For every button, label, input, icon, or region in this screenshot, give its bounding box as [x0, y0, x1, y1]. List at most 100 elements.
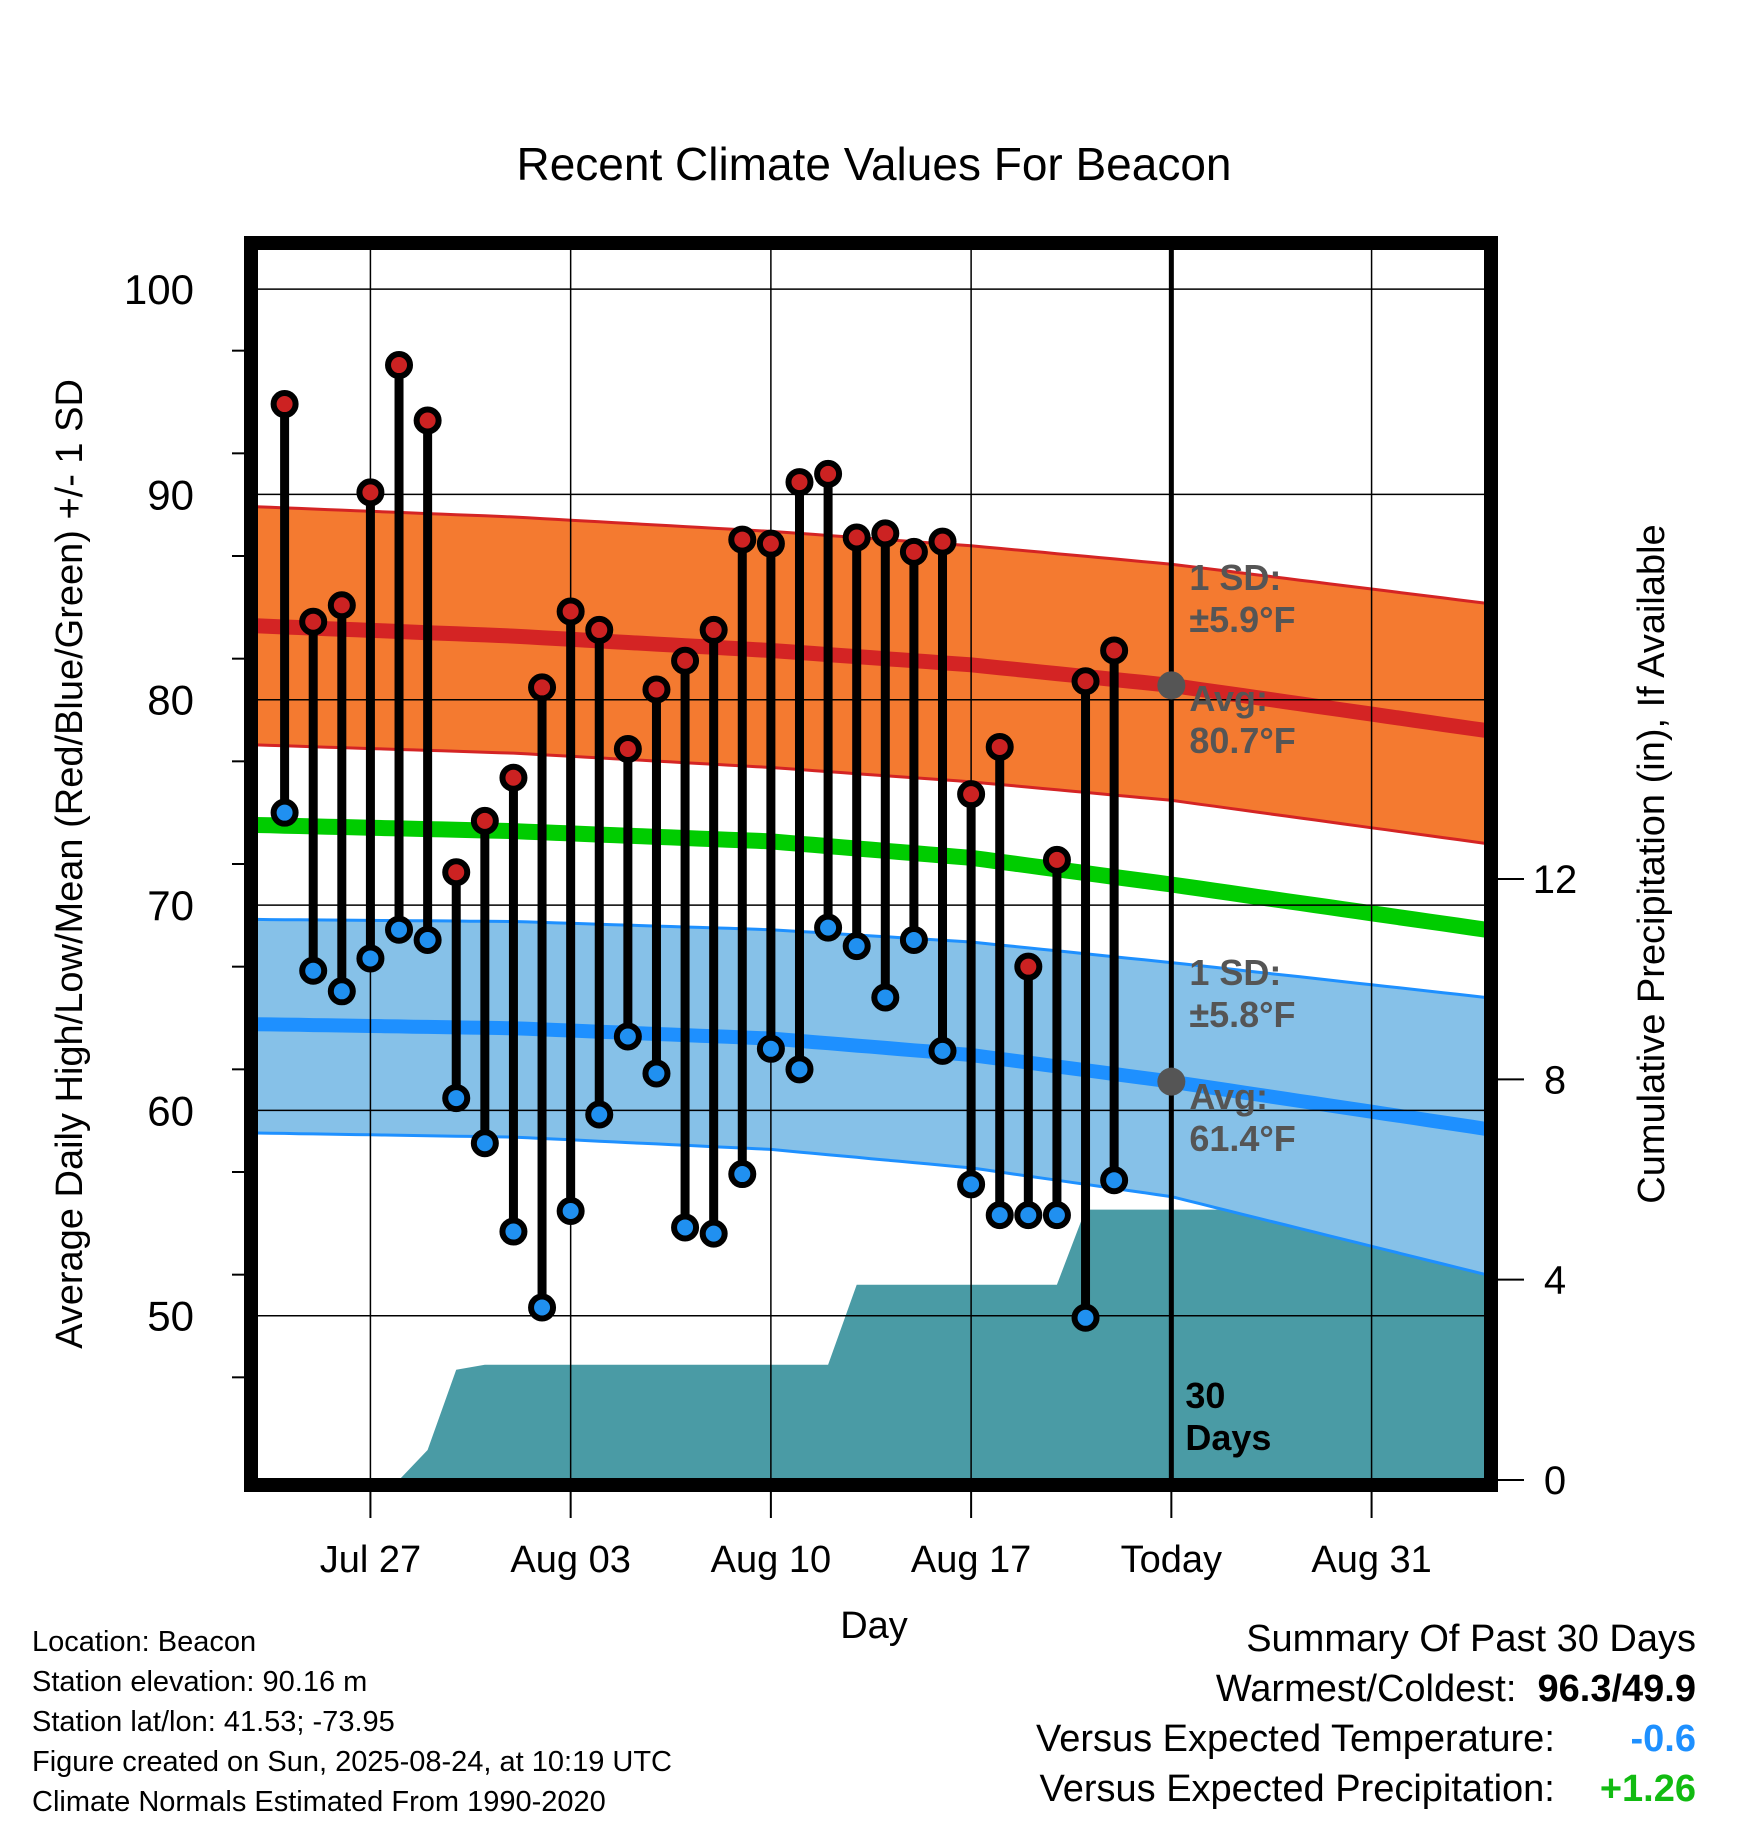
daily-low-point: [1100, 1166, 1129, 1195]
daily-high-point: [499, 763, 528, 792]
daily-low-point: [556, 1197, 585, 1226]
daily-high-point: [356, 478, 385, 507]
daily-high-point: [985, 732, 1014, 761]
daily-low-point: [528, 1293, 557, 1322]
daily-low-point: [613, 1022, 642, 1051]
today-days-label: 30 Days: [1185, 1375, 1271, 1458]
daily-low-point: [1014, 1201, 1043, 1230]
summary-heading: Summary Of Past 30 Days: [1246, 1618, 1696, 1660]
x-tick-label: Aug 17: [911, 1539, 1031, 1581]
precip-area: [399, 1209, 1486, 1480]
x-axis-title: Day: [840, 1605, 908, 1647]
daily-high-point: [871, 519, 900, 548]
daily-high-point: [413, 406, 442, 435]
daily-low-point: [671, 1213, 700, 1242]
y-left-axis-title: Average Daily High/Low/Mean (Red/Blue/Gr…: [49, 379, 91, 1349]
daily-high-point: [385, 351, 414, 380]
precip-vs-label: Versus Expected Precipitation:: [1039, 1768, 1555, 1810]
daily-low-point: [871, 983, 900, 1012]
high-sd-band-upper-edge: [256, 505, 1486, 605]
daily-high-point: [814, 459, 843, 488]
daily-low-point: [899, 925, 928, 954]
y-left-tick-label: 100: [124, 266, 194, 313]
daily-low-point: [270, 798, 299, 827]
daily-low-point: [1042, 1201, 1071, 1230]
daily-low-point: [470, 1129, 499, 1158]
plot-frame: [244, 236, 1498, 1492]
daily-low-point: [642, 1059, 671, 1088]
low-sd-band-lower-edge: [256, 1131, 1486, 1277]
daily-low-point: [728, 1160, 757, 1189]
daily-low-point: [957, 1170, 986, 1199]
daily-high-point: [1071, 667, 1100, 696]
warm-cold-value: 96.3/49.9: [1537, 1668, 1696, 1710]
axes: 50 60 70 80 90 100 0 4 8 12 Jul 27 Aug 03 Aug 10 Aug …: [49, 236, 1673, 1647]
daily-high-point: [642, 675, 671, 704]
daily-low-point: [442, 1084, 471, 1113]
daily-high-point: [613, 735, 642, 764]
y-left-tick-label: 50: [147, 1293, 194, 1340]
daily-high-point: [556, 597, 585, 626]
daily-high-point: [327, 591, 356, 620]
daily-high-point: [470, 806, 499, 835]
temp-vs-value: -0.6: [1630, 1718, 1696, 1760]
y-left-tick-label: 60: [147, 1087, 194, 1134]
daily-low-point: [356, 944, 385, 973]
high-sd-annotation: 1 SD: ±5.9°F: [1189, 557, 1295, 640]
daily-high-point: [1100, 636, 1129, 665]
created-text: Figure created on Sun, 2025-08-24, at 10…: [32, 1746, 672, 1778]
high-avg-annotation: Avg: 80.7°F: [1189, 678, 1295, 761]
daily-high-point: [699, 615, 728, 644]
daily-high-point: [899, 537, 928, 566]
normals-text: Climate Normals Estimated From 1990-2020: [32, 1786, 606, 1818]
y-left-tick-label: 70: [147, 882, 194, 929]
daily-high-point: [1042, 845, 1071, 874]
high-avg-line: [256, 618, 1486, 738]
daily-low-point: [842, 932, 871, 961]
y-right-tick-label: 12: [1533, 858, 1578, 902]
daily-high-point: [785, 468, 814, 497]
x-tick-label: Aug 31: [1311, 1539, 1431, 1581]
daily-low-point: [756, 1034, 785, 1063]
daily-low-point: [413, 925, 442, 954]
low-avg-annotation: Avg: 61.4°F: [1189, 1076, 1295, 1159]
daily-low-point: [699, 1219, 728, 1248]
location-text: Location: Beacon: [32, 1626, 257, 1658]
low-sd-band: [256, 919, 1486, 1275]
daily-low-point: [928, 1036, 957, 1065]
warm-cold-label: Warmest/Coldest:: [1215, 1668, 1517, 1710]
latlon-text: Station lat/lon: 41.53; -73.95: [32, 1706, 395, 1738]
daily-high-point: [957, 780, 986, 809]
daily-high-point: [528, 673, 557, 702]
station-info: Location: Beacon Station elevation: 90.1…: [32, 1622, 672, 1822]
chart-title: Recent Climate Values For Beacon: [516, 138, 1231, 190]
summary-panel: Summary Of Past 30 Days Warmest/Coldest:…: [1036, 1614, 1696, 1814]
precip-vs-value: +1.26: [1599, 1768, 1696, 1810]
elevation-text: Station elevation: 90.16 m: [32, 1666, 368, 1698]
daily-low-point: [499, 1217, 528, 1246]
y-left-tick-label: 80: [147, 677, 194, 724]
daily-high-point: [928, 527, 957, 556]
low-sd-band-upper-edge: [256, 917, 1486, 999]
x-tick-label: Aug 10: [711, 1539, 831, 1581]
high-sd-band: [256, 506, 1486, 844]
low-avg-line: [256, 1017, 1486, 1136]
y-right-tick-label: 4: [1544, 1259, 1566, 1303]
plot-area: [256, 505, 1486, 1480]
x-tick-label: Jul 27: [320, 1539, 421, 1581]
mean-line: [256, 817, 1486, 938]
daily-low-point: [299, 956, 328, 985]
daily-high-point: [728, 525, 757, 554]
annotations: 1 SD: ±5.9°F Avg: 80.7°F 1 SD: ±5.8°F Avg: 61.4…: [1185, 557, 1295, 1458]
daily-high-point: [842, 523, 871, 552]
x-tick-label: Aug 03: [510, 1539, 630, 1581]
daily-high-point: [270, 390, 299, 419]
daily-low-point: [985, 1201, 1014, 1230]
high-sd-band-lower-edge: [256, 743, 1486, 845]
low-avg-marker: [1157, 1067, 1186, 1096]
y-right-tick-label: 8: [1544, 1058, 1566, 1102]
daily-high-point: [585, 615, 614, 644]
daily-low-point: [327, 977, 356, 1006]
daily-low-point: [585, 1100, 614, 1129]
